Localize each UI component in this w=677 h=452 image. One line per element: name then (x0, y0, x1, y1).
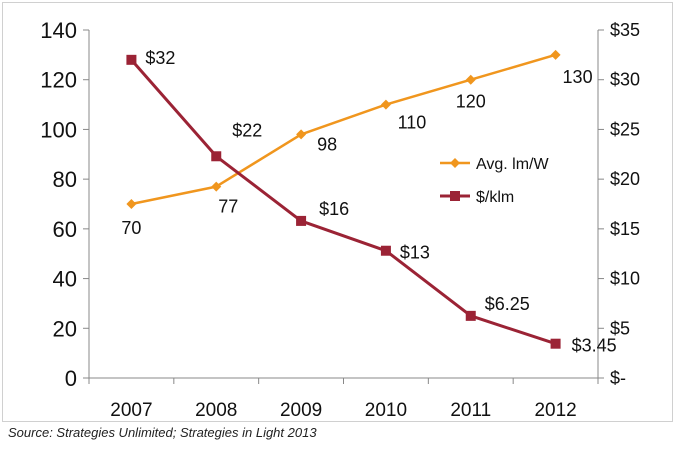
price-data-label: $22 (232, 120, 262, 140)
efficacy-point-marker (211, 181, 222, 192)
efficacy-point-marker (126, 199, 137, 209)
price-point-marker (211, 151, 222, 162)
right-tick-label: $30 (610, 70, 640, 90)
right-tick-label: $10 (610, 269, 640, 289)
price-point-marker (296, 215, 307, 226)
efficacy-data-label: 98 (317, 134, 337, 154)
right-tick-label: $- (610, 368, 626, 388)
right-tick-label: $35 (610, 20, 640, 40)
right-tick-label: $5 (610, 318, 630, 338)
efficacy-data-label: 120 (456, 92, 486, 112)
price-data-label: $3.45 (572, 336, 617, 356)
price-point-marker (380, 245, 391, 256)
legend-label: $/klm (476, 189, 514, 206)
price-point-marker (550, 338, 561, 349)
source-note: Source: Strategies Unlimited; Strategies… (8, 425, 317, 440)
price-data-label: $32 (145, 48, 175, 68)
efficacy-point-marker (296, 129, 307, 140)
legend-label: Avg. lm/W (476, 156, 550, 173)
x-tick-label: 2012 (534, 400, 576, 421)
price-data-label: $16 (319, 199, 349, 219)
dual-axis-line-chart: 0 20 40 60 80 100 120 140 $- $5 $10 $15 $20 $25 $30 $35… (40, 18, 640, 421)
efficacy-data-label: 77 (218, 197, 238, 217)
efficacy-point-marker (550, 49, 561, 60)
left-tick-label: 60 (53, 217, 77, 242)
price-data-label: $13 (400, 243, 430, 263)
left-tick-label: 40 (53, 267, 77, 292)
left-tick-label: 0 (65, 366, 77, 391)
right-tick-label: $20 (610, 169, 640, 189)
series-line-price (130, 58, 557, 346)
efficacy-data-label: 110 (398, 113, 427, 133)
series-line-efficacy (131, 53, 556, 206)
chart-frame (2, 2, 673, 422)
efficacy-data-label: 130 (563, 67, 593, 87)
x-tick-label: 2010 (365, 400, 407, 421)
efficacy-point-marker (380, 99, 391, 110)
left-tick-label: 80 (53, 167, 77, 192)
x-tick-label: 2008 (195, 400, 237, 421)
efficacy-point-marker (465, 74, 476, 85)
left-tick-label: 20 (53, 316, 77, 341)
price-point-marker (465, 310, 476, 321)
left-tick-label: 120 (40, 68, 77, 93)
price-data-label: $6.25 (485, 294, 530, 314)
legend-marker-price (450, 191, 460, 201)
x-tick-label: 2011 (450, 400, 491, 421)
left-tick-label: 100 (40, 117, 77, 142)
right-tick-label: $15 (610, 219, 640, 239)
right-tick-label: $25 (610, 119, 640, 139)
x-tick-label: 2007 (110, 400, 152, 421)
x-tick-label: 2009 (280, 400, 322, 421)
left-tick-label: 140 (40, 18, 77, 43)
legend-marker-efficacy (450, 158, 460, 168)
price-point-marker (126, 54, 137, 65)
efficacy-data-label: 70 (121, 218, 141, 238)
